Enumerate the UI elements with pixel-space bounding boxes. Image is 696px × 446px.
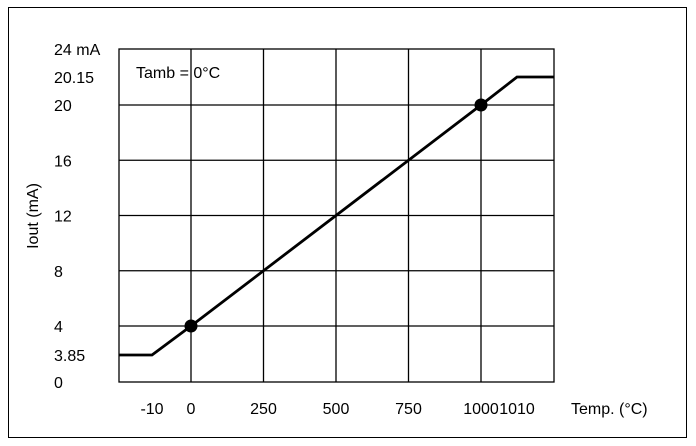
series-line	[119, 75, 554, 357]
y-tick-label: 20.15	[54, 70, 94, 87]
x-tick-label: 0	[187, 401, 196, 418]
y-tick-label: 16	[54, 153, 72, 170]
annotation-label: Tamb = 0°C	[136, 65, 220, 82]
y-tick-label: 12	[54, 209, 72, 226]
series-group	[119, 75, 554, 357]
plot-area	[118, 48, 555, 383]
x-tick-label: 1000	[463, 401, 499, 418]
x-tick-label: 250	[250, 401, 277, 418]
x-tick-label: 1010	[499, 401, 535, 418]
tick-labels: 0 3.85 4 8 12 16 20 20.15 24 mA -10 0 250 500 750 1000…	[54, 42, 535, 418]
y-tick-label: 20	[54, 98, 72, 115]
data-point-marker	[184, 319, 198, 333]
x-tick-label: -10	[140, 401, 163, 418]
y-tick-label: 8	[54, 264, 63, 281]
y-tick-label: 4	[54, 319, 63, 336]
y-axis-label: Iout (mA)	[25, 183, 42, 249]
x-tick-label: 500	[323, 401, 350, 418]
data-point-marker	[474, 98, 488, 112]
y-tick-label: 24 mA	[54, 42, 101, 59]
chart-frame	[8, 7, 687, 438]
x-tick-label: 750	[395, 401, 422, 418]
x-axis-label: Temp. (°C)	[571, 401, 648, 418]
y-tick-label: 0	[54, 375, 63, 392]
y-tick-label: 3.85	[54, 348, 85, 365]
